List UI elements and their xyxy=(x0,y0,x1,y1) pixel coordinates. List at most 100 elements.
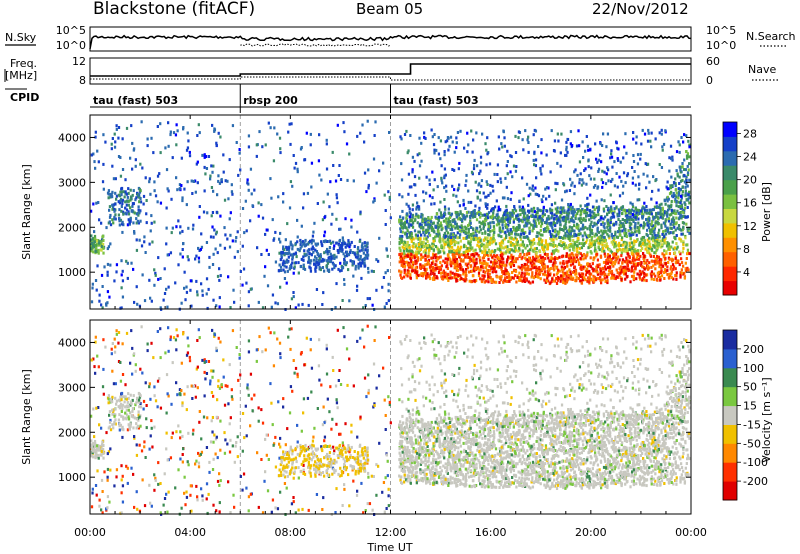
power-cell xyxy=(679,273,682,277)
power-cell xyxy=(638,275,641,279)
power-cell xyxy=(503,237,506,241)
power-cell xyxy=(511,271,514,274)
power-cell xyxy=(590,238,593,242)
power-cell xyxy=(219,214,222,218)
power-cell xyxy=(660,128,663,132)
power-cell xyxy=(508,279,511,283)
power-cell xyxy=(143,235,146,239)
power-cell xyxy=(563,279,566,283)
power-cell xyxy=(218,267,221,271)
power-cell xyxy=(348,245,351,249)
power-cell xyxy=(108,295,111,299)
power-cell xyxy=(599,270,602,273)
power-cell xyxy=(656,278,659,282)
power-cell xyxy=(338,269,342,273)
power-cell xyxy=(494,260,497,264)
power-cell xyxy=(535,269,539,272)
power-cell xyxy=(503,219,506,223)
power-cell xyxy=(504,276,507,280)
power-cell xyxy=(521,228,525,232)
power-cell xyxy=(113,132,116,136)
power-cell xyxy=(100,248,103,252)
power-cell xyxy=(647,226,651,230)
power-cell xyxy=(484,251,487,255)
power-cell xyxy=(681,228,684,232)
power-cell xyxy=(90,153,93,157)
power-cell xyxy=(589,223,592,227)
power-cell xyxy=(190,304,193,308)
power-cell xyxy=(328,260,331,264)
power-cell xyxy=(496,247,499,251)
power-cell xyxy=(453,266,456,270)
power-cell xyxy=(213,228,216,232)
power-cell xyxy=(628,241,631,245)
power-cell xyxy=(648,244,651,248)
power-cell xyxy=(476,211,479,215)
power-cell xyxy=(485,252,488,256)
power-cell xyxy=(532,206,536,210)
power-cell xyxy=(277,269,281,273)
power-cell xyxy=(400,237,403,241)
power-cell xyxy=(646,217,649,221)
power-cell xyxy=(604,229,607,233)
power-cell xyxy=(571,244,575,248)
power-cell xyxy=(533,221,536,225)
power-cell xyxy=(461,225,464,229)
power-cell xyxy=(325,167,329,171)
power-cell xyxy=(578,246,581,250)
power-cell xyxy=(654,224,657,228)
power-cell xyxy=(424,242,427,246)
power-cell xyxy=(208,255,211,259)
power-cell xyxy=(480,184,483,188)
power-cell xyxy=(486,251,489,255)
power-cell xyxy=(406,263,410,267)
power-cell xyxy=(530,241,533,245)
power-cell xyxy=(372,270,375,273)
power-cell xyxy=(351,263,354,267)
power-cell xyxy=(680,239,683,243)
power-cell xyxy=(247,145,251,149)
power-cell xyxy=(537,260,541,263)
power-cell xyxy=(577,224,580,228)
power-cell xyxy=(333,244,336,248)
power-cell xyxy=(636,272,639,276)
power-cell xyxy=(153,180,156,184)
power-cell xyxy=(296,240,299,244)
power-cell xyxy=(482,245,486,249)
power-cell xyxy=(643,224,646,228)
power-cell xyxy=(255,143,258,147)
power-cell xyxy=(581,223,585,227)
power-cell xyxy=(261,145,264,149)
power-cell xyxy=(309,266,312,270)
power-cell xyxy=(487,272,490,276)
power-cell xyxy=(218,181,222,185)
power-cell xyxy=(507,220,510,224)
power-cell xyxy=(511,256,514,260)
power-cell xyxy=(531,248,534,252)
power-cell xyxy=(454,226,457,230)
power-cell xyxy=(526,258,529,262)
power-cell xyxy=(492,237,495,241)
power-cell xyxy=(533,163,536,167)
power-cell xyxy=(303,241,306,245)
power-cell xyxy=(545,197,548,201)
power-cell xyxy=(279,151,282,155)
power-cell xyxy=(586,270,589,274)
power-cell xyxy=(460,259,463,263)
power-cell xyxy=(427,225,430,229)
power-cell xyxy=(449,239,452,243)
power-cell xyxy=(595,250,598,254)
power-cell xyxy=(403,264,407,268)
power-cell xyxy=(549,267,552,270)
power-cell xyxy=(589,278,593,282)
power-cell xyxy=(439,139,443,143)
power-cell xyxy=(565,274,568,278)
power-cell xyxy=(500,240,503,244)
power-cell xyxy=(677,193,680,197)
power-cell xyxy=(260,203,263,207)
power-cell xyxy=(146,137,149,141)
power-cell xyxy=(617,218,620,221)
power-cell xyxy=(202,210,206,214)
power-cell xyxy=(467,227,470,231)
power-cell xyxy=(563,234,566,238)
